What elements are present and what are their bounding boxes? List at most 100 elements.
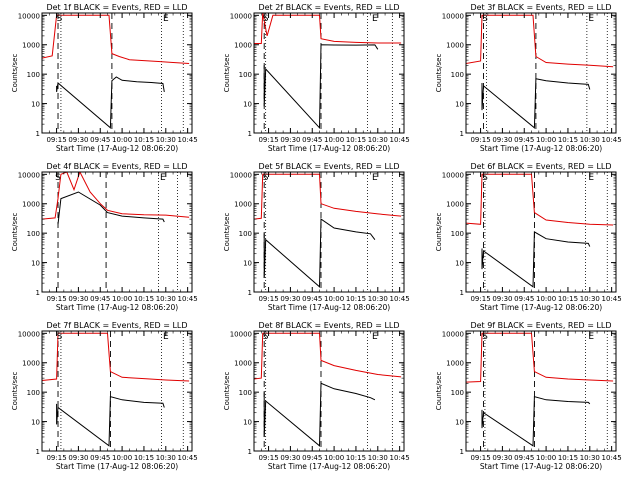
panel-title: Det 3f BLACK = Events, RED = LLD [470,3,611,12]
x-tick-label: 10:30 [368,454,388,462]
plot-area [466,14,614,129]
detector-panel-1: Det 1f BLACK = Events, RED = LLD S E 1 10 100… [11,3,198,153]
series-lld-line [254,173,402,220]
y-tick-label: 10000 [442,171,464,179]
x-axis-label: Start Time (17-Aug-12 08:06:20) [56,462,178,471]
x-tick-label: 09:45 [302,295,322,303]
plot-area [254,332,402,447]
x-tick-label: 09:45 [514,136,534,144]
y-tick-label: 1 [460,448,464,456]
y-tick-label: 10 [243,101,252,109]
y-axis-label: Counts/sec [223,372,231,411]
y-tick-label: 100 [27,389,40,397]
plot-frame [465,330,617,452]
series-lld-line [254,332,402,380]
x-tick-label: 10:15 [346,136,366,144]
y-tick-label: 100 [451,389,464,397]
x-axis-label: Start Time (17-Aug-12 08:06:20) [480,303,602,312]
plot-area [42,14,190,129]
series-events-line [263,218,376,288]
panel-title: Det 5f BLACK = Events, RED = LLD [258,162,399,171]
x-tick-label: 09:45 [90,136,110,144]
y-tick-label: 1000 [446,42,464,50]
series-lld-line [254,13,402,44]
series-events-line [56,76,165,129]
x-tick-label: 09:15 [470,295,490,303]
y-tick-label: 1000 [234,42,252,50]
x-tick-label: 10:15 [558,295,578,303]
detector-panel-9: Det 9f BLACK = Events, RED = LLD S E 1 10 100… [435,321,622,471]
y-tick-label: 1 [460,130,464,138]
plot-area [42,172,190,225]
y-tick-label: 10 [243,419,252,427]
marker-label-s: S [482,173,488,183]
y-tick-label: 1 [248,289,252,297]
x-tick-label: 10:00 [112,295,132,303]
series-lld-line [42,14,190,64]
x-tick-label: 10:00 [324,295,344,303]
x-tick-label: 09:45 [302,454,322,462]
x-axis-label: Start Time (17-Aug-12 08:06:20) [480,462,602,471]
plot-frame [253,12,405,134]
y-tick-label: 10 [455,419,464,427]
x-tick-label: 09:30 [492,136,512,144]
x-tick-label: 09:30 [280,295,300,303]
x-tick-label: 10:45 [602,136,622,144]
y-tick-label: 10000 [442,12,464,20]
x-tick-label: 10:30 [580,454,600,462]
marker-label-e: E [160,173,166,183]
marker-label-e: E [163,14,169,24]
series-events-line [481,396,591,447]
marker-label-s: S [55,173,61,183]
y-tick-label: 10000 [442,330,464,338]
x-axis-label: Start Time (17-Aug-12 08:06:20) [56,303,178,312]
plot-area [466,173,614,288]
x-tick-label: 10:15 [346,454,366,462]
y-axis-label: Counts/sec [11,213,19,252]
series-events-line [56,396,165,447]
x-tick-label: 10:45 [178,136,198,144]
x-tick-label: 10:15 [558,136,578,144]
y-tick-label: 1000 [446,360,464,368]
detector-panel-6: Det 6f BLACK = Events, RED = LLD S E 1 10 100… [435,162,622,312]
panel-title: Det 9f BLACK = Events, RED = LLD [470,321,611,330]
x-tick-label: 10:45 [602,295,622,303]
x-tick-label: 10:15 [346,295,366,303]
series-lld-line [42,172,190,220]
x-tick-label: 10:15 [558,454,578,462]
detector-panel-2: Det 2f BLACK = Events, RED = LLD S E 1 10 100… [223,3,410,153]
x-tick-label: 10:45 [178,295,198,303]
x-tick-label: 10:45 [390,136,410,144]
plot-area [42,332,190,447]
x-tick-label: 09:15 [46,454,66,462]
x-tick-label: 09:30 [492,454,512,462]
marker-label-s: S [482,332,488,342]
x-tick-label: 10:30 [580,295,600,303]
plot-frame [253,171,405,293]
x-tick-label: 09:15 [258,295,278,303]
y-tick-label: 1000 [22,201,40,209]
x-tick-label: 09:45 [514,295,534,303]
y-axis-label: Counts/sec [223,213,231,252]
y-tick-label: 100 [239,230,252,238]
plot-frame [465,12,617,134]
y-tick-label: 10000 [230,171,252,179]
y-tick-label: 10 [455,101,464,109]
x-axis-label: Start Time (17-Aug-12 08:06:20) [268,462,390,471]
y-tick-label: 10 [31,260,40,268]
x-tick-label: 09:45 [90,454,110,462]
y-axis-label: Counts/sec [11,54,19,93]
y-tick-label: 1000 [446,201,464,209]
y-axis-label: Counts/sec [11,372,19,411]
x-tick-label: 10:15 [134,136,154,144]
series-events-line [481,78,591,129]
x-axis-label: Start Time (17-Aug-12 08:06:20) [480,144,602,153]
plot-area [254,173,402,288]
x-tick-label: 09:30 [68,136,88,144]
y-tick-label: 100 [27,71,40,79]
y-tick-label: 10000 [230,330,252,338]
x-axis-label: Start Time (17-Aug-12 08:06:20) [268,303,390,312]
x-tick-label: 10:30 [368,295,388,303]
x-tick-label: 10:30 [156,454,176,462]
